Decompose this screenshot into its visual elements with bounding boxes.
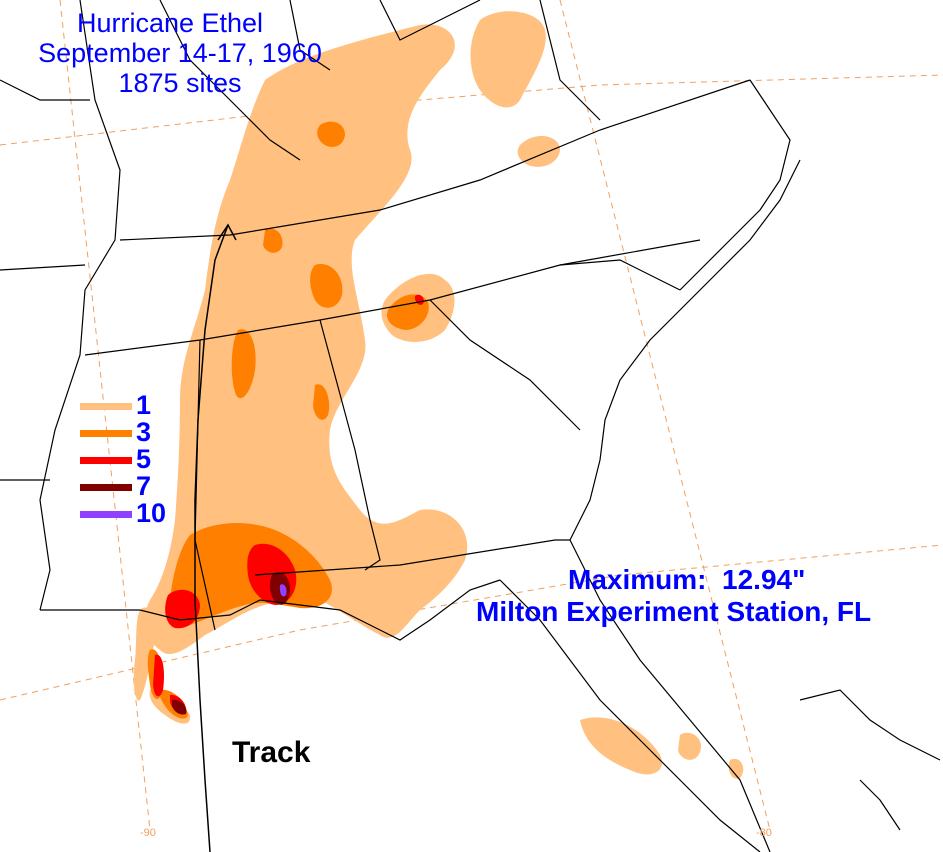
track-arrowhead [217,223,237,241]
map-site-count: 1875 sites [118,68,242,98]
map-title: Hurricane Ethel [76,8,264,38]
legend-label: 1 [136,390,152,420]
rain-contour-10 [279,584,287,597]
longitude-label-east: -80 [756,827,772,839]
legend-item: 3 [80,417,200,448]
legend-item: 1 [80,390,200,421]
rain-contour-1 [133,11,744,779]
map-date-range: September 14-17, 1960 [38,38,322,68]
legend-label: 7 [136,471,152,501]
legend-label: 5 [136,444,152,474]
legend-swatch [80,457,132,464]
legend-item: 10 [80,498,200,529]
legend-label: 3 [136,417,152,447]
legend-swatch [80,430,132,437]
legend-label: 10 [136,498,167,528]
legend-swatch [80,511,132,518]
hurricane-track [194,223,237,852]
legend-swatch [80,403,132,410]
maximum-location: Milton Experiment Station, FL [476,596,872,627]
legend-swatch [80,484,132,491]
track-line [194,224,229,852]
longitude-label-west: -90 [140,827,156,839]
legend-item: 5 [80,444,200,475]
track-label: Track [232,736,311,769]
graticule-lat-north [0,74,943,146]
legend-item: 7 [80,471,200,502]
graticule-lon-east [559,0,771,831]
maximum-value: Maximum: 12.94" [568,564,806,595]
